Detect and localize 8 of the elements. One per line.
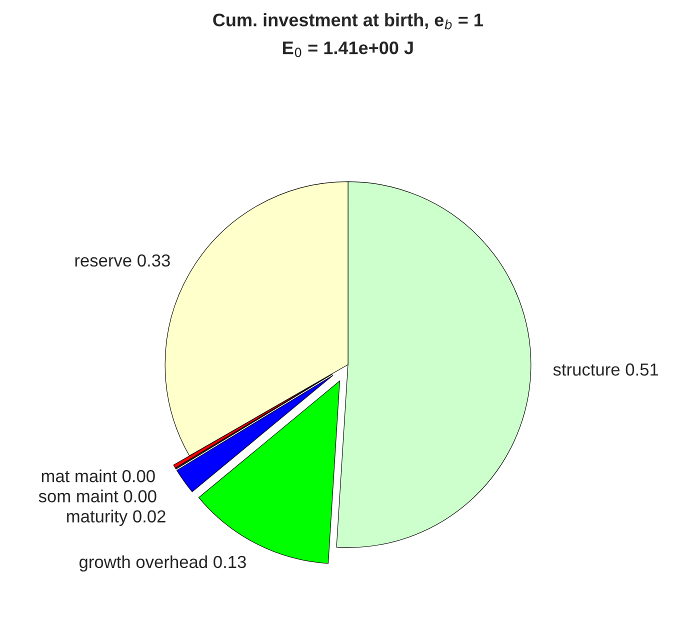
slice-label: growth overhead 0.13 [79,555,246,572]
chart-subtitle: E$_{0}$ = 1.41e+00 J [283,41,413,58]
slice-label: reserve 0.33 [75,254,170,267]
slice-label: som maint 0.00 [38,490,156,502]
slice-label: maturity 0.02 [67,510,166,526]
chart-title: Cum. investment at birth, e$_{b}$ = 1 [213,13,483,30]
slice-label: structure 0.51 [553,363,658,376]
slice-label: mat maint 0.00 [42,470,155,482]
